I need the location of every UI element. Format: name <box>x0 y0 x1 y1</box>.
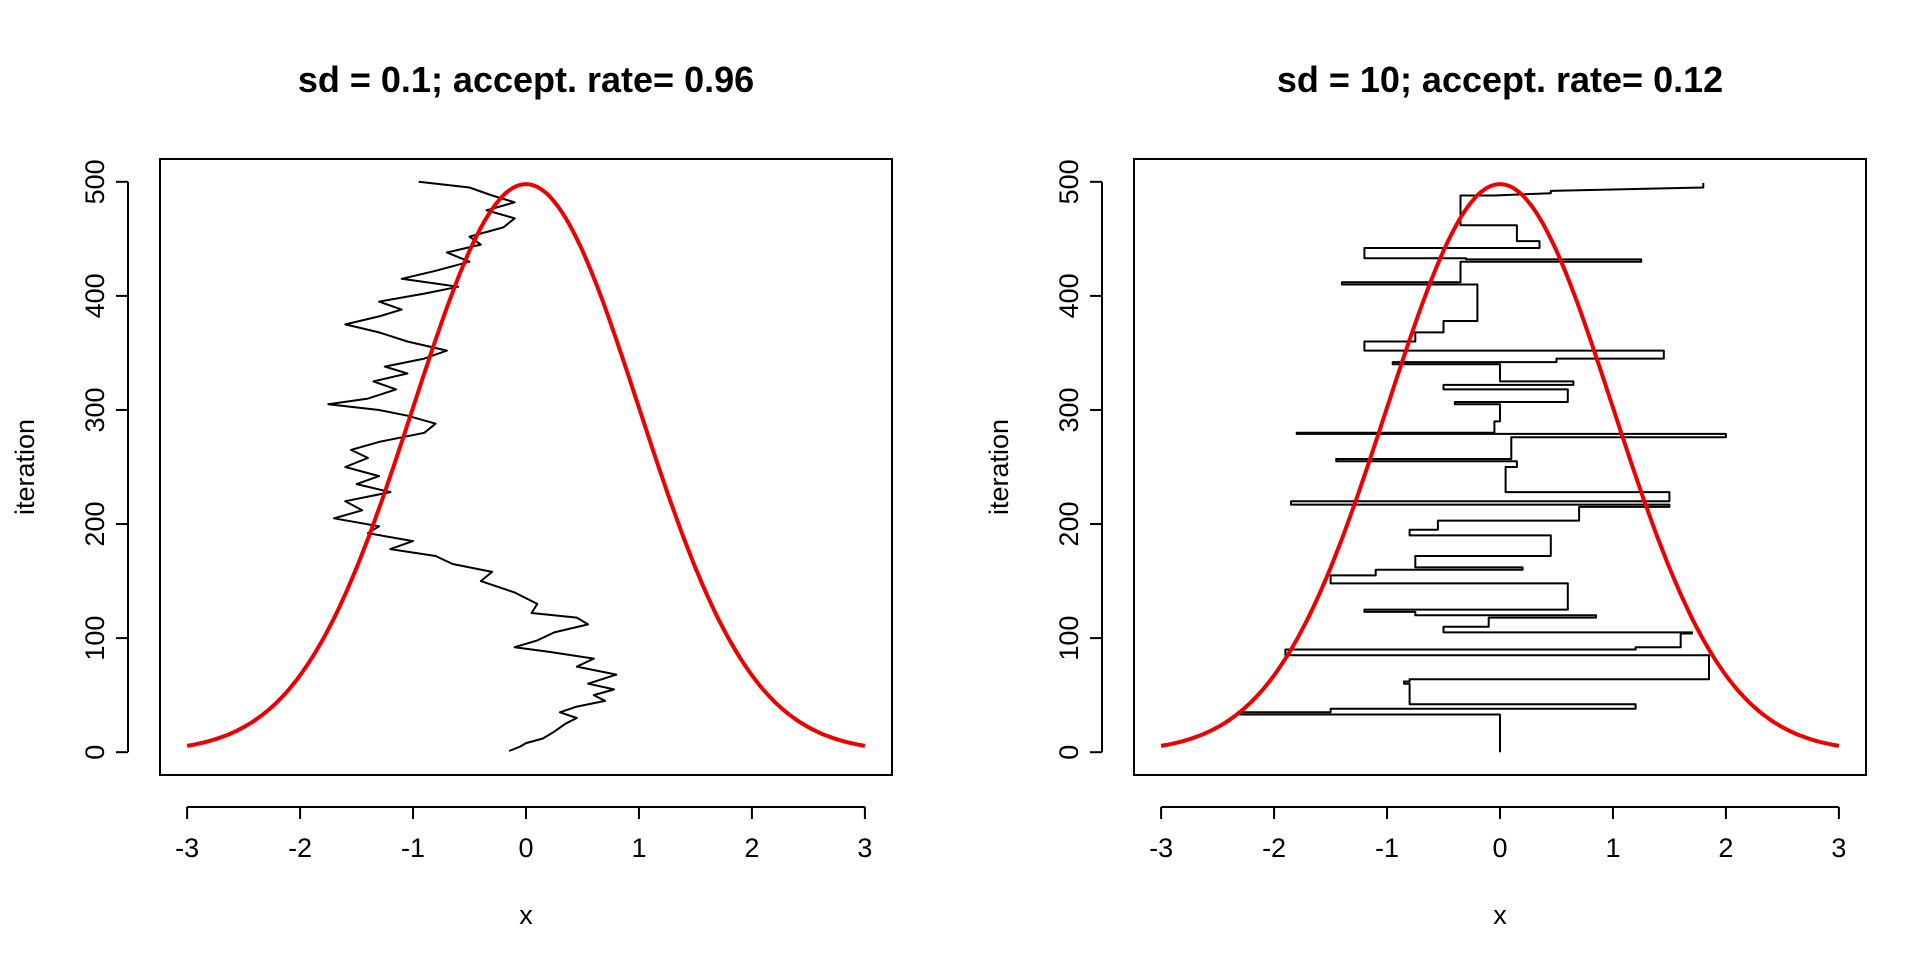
right-x-tick-label: 0 <box>1492 833 1507 863</box>
left-x-tick-label: -1 <box>401 833 425 863</box>
right-y-axis-label: iteration <box>984 419 1014 515</box>
left-y-axis-label: iteration <box>10 419 40 515</box>
left-x-tick-label: -3 <box>175 833 199 863</box>
right-panel-title: sd = 10; accept. rate= 0.12 <box>1277 59 1723 100</box>
right-x-tick-label: -1 <box>1375 833 1399 863</box>
left-y-tick-label: 500 <box>80 159 110 204</box>
right-x-tick-label: 3 <box>1831 833 1846 863</box>
left-y-tick-label: 100 <box>80 616 110 661</box>
left-chain-trace <box>327 180 618 752</box>
right-x-tick-label: -3 <box>1149 833 1173 863</box>
left-y-tick-label: 300 <box>80 387 110 432</box>
right-panel: sd = 10; accept. rate= 0.12 -3 -2 -1 0 1 2 3 0 1… <box>984 59 1867 930</box>
left-x-tick-label: 2 <box>744 833 759 863</box>
right-x-tick-label: 2 <box>1718 833 1733 863</box>
right-x-tick-label: -2 <box>1262 833 1286 863</box>
left-x-tick-label: 0 <box>518 833 533 863</box>
left-plot-content: -3 -2 -1 0 1 2 3 0 100 200 300 400 500 <box>80 159 872 863</box>
right-chain-trace <box>1239 183 1727 753</box>
left-density-curve <box>186 182 866 748</box>
left-plot-frame <box>159 158 893 776</box>
right-plot-frame <box>1133 158 1867 776</box>
left-x-axis-label: x <box>519 900 533 930</box>
left-x-tick-label: 3 <box>857 833 872 863</box>
right-y-tick-label: 100 <box>1054 616 1084 661</box>
left-x-tick-label: 1 <box>631 833 646 863</box>
right-x-axis-label: x <box>1493 900 1507 930</box>
right-y-tick-label: 0 <box>1054 745 1084 760</box>
right-y-tick-label: 300 <box>1054 387 1084 432</box>
right-y-tick-label: 400 <box>1054 273 1084 318</box>
left-y-tick-label: 0 <box>80 745 110 760</box>
right-y-tick-label: 500 <box>1054 159 1084 204</box>
left-y-tick-label: 200 <box>80 502 110 547</box>
right-y-tick-label: 200 <box>1054 502 1084 547</box>
right-density-curve <box>1160 182 1840 748</box>
right-x-tick-label: 1 <box>1605 833 1620 863</box>
left-y-tick-label: 400 <box>80 273 110 318</box>
right-plot-content: -3 -2 -1 0 1 2 3 0 100 200 300 400 500 <box>1054 159 1846 863</box>
left-panel: sd = 0.1; accept. rate= 0.96 -3 -2 -1 0 1 2 30… <box>10 59 893 930</box>
left-x-tick-label: -2 <box>288 833 312 863</box>
left-panel-title: sd = 0.1; accept. rate= 0.96 <box>298 59 754 100</box>
